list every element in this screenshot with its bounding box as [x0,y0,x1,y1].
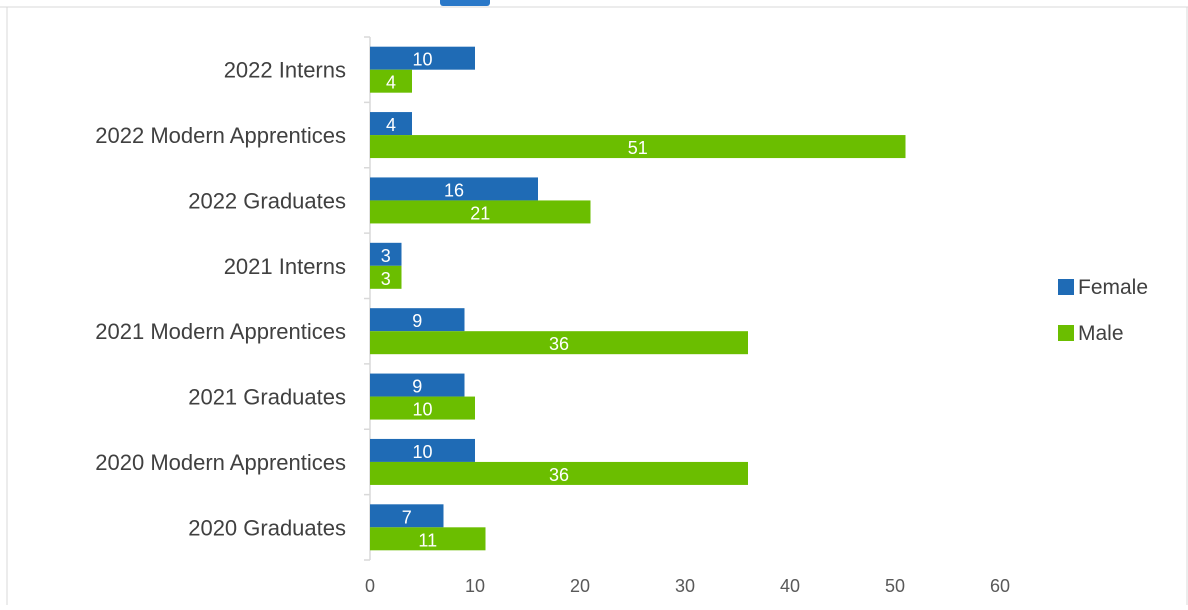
bar-female [370,242,402,266]
data-label-female: 10 [412,442,432,462]
bar-female [370,504,444,528]
legend: Female Male [1058,276,1148,345]
category-label: 2020 Graduates [188,515,346,540]
data-label-male: 36 [549,334,569,354]
data-label-male: 36 [549,465,569,485]
data-label-female: 4 [386,115,396,135]
data-label-male: 51 [628,138,648,158]
data-label-female: 9 [412,377,422,397]
category-label: 2021 Graduates [188,385,346,410]
bars [370,46,906,551]
category-label: 2022 Graduates [188,188,346,213]
data-label-female: 7 [402,507,412,527]
legend-label-female: Female [1078,276,1148,299]
bar-male [370,135,906,159]
x-tick-label: 50 [885,576,905,596]
bar-female [370,46,475,70]
data-label-female: 3 [381,246,391,266]
category-label: 2020 Modern Apprentices [95,450,346,475]
bar-female [370,177,538,201]
x-tick-label: 30 [675,576,695,596]
data-label-male: 11 [418,530,437,550]
category-labels: 2022 Interns 2022 Modern Apprentices 2022 … [95,58,346,541]
data-label-female: 9 [412,311,422,331]
category-label: 2022 Modern Apprentices [95,123,346,148]
x-tick-label: 40 [780,576,800,596]
legend-swatch-male [1058,325,1074,341]
bar-male [370,265,402,289]
category-label: 2021 Modern Apprentices [95,319,346,344]
title-fragment [440,0,490,6]
category-label: 2022 Interns [224,58,346,83]
x-tick-label: 20 [570,576,590,596]
data-labels: 10 4 4 51 16 21 3 3 9 36 9 10 10 36 7 11 [381,50,648,551]
category-axis-ticks [364,36,370,561]
bar-female [370,438,475,462]
x-tick-label: 10 [465,576,485,596]
bar-male [370,69,412,93]
bar-male [370,396,475,420]
bar-male [370,331,748,355]
data-label-male: 21 [470,203,490,223]
bar-female [370,308,465,332]
x-tick-label: 0 [365,576,375,596]
category-label: 2021 Interns [224,254,346,279]
legend-swatch-female [1058,279,1074,295]
bar-male [370,200,591,224]
bar-female [370,373,465,397]
bar-male [370,527,486,551]
data-label-male: 10 [412,400,432,420]
x-tick-label: 60 [990,576,1010,596]
bar-female [370,112,412,136]
data-label-male: 4 [386,73,396,93]
data-label-female: 10 [412,50,432,70]
legend-label-male: Male [1078,322,1124,345]
data-label-female: 16 [444,180,464,200]
data-label-male: 3 [381,269,391,289]
bar-male [370,461,748,485]
value-axis-tick-labels: 0 10 20 30 40 50 60 [365,576,1010,596]
